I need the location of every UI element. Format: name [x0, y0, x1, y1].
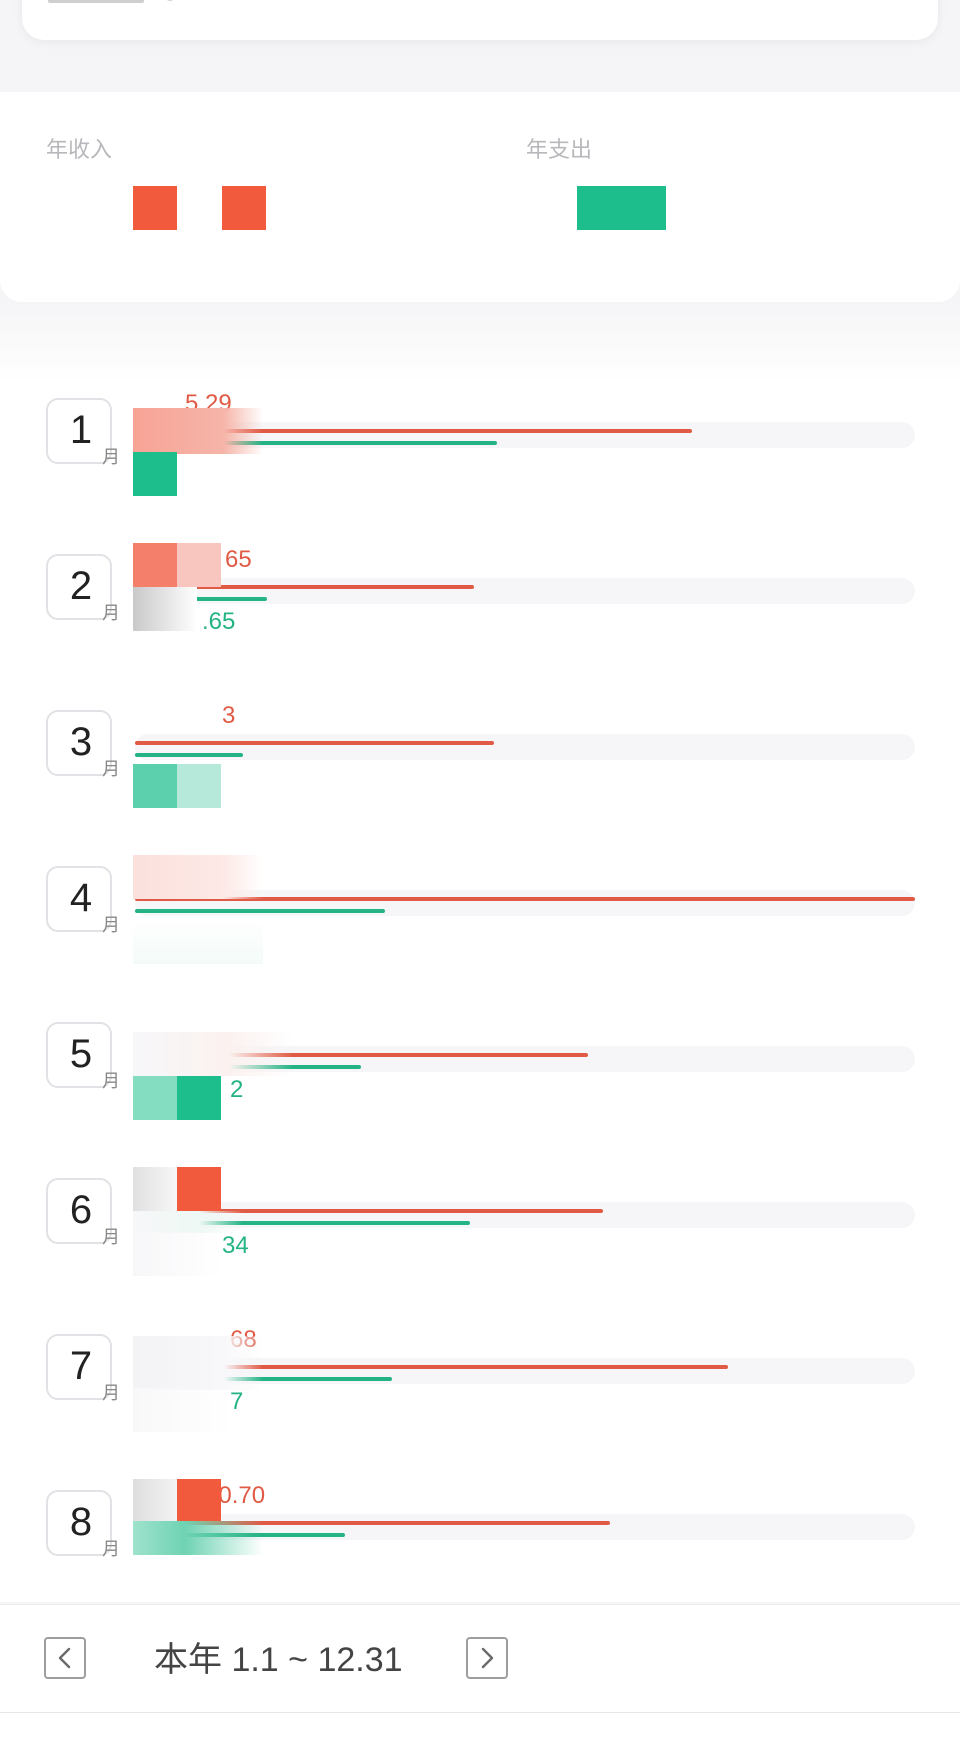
- redaction-mask: [133, 1032, 293, 1076]
- month-row[interactable]: 7 月 68 7: [0, 1238, 960, 1432]
- month-suffix: 月: [102, 759, 120, 779]
- month-row[interactable]: 6 月 34: [0, 1082, 960, 1276]
- month-number: 1: [69, 408, 93, 452]
- year-summary-panel: 年收入 年支出: [0, 92, 960, 302]
- income-bar: [135, 429, 692, 433]
- month-badge: 8 月: [46, 1490, 120, 1558]
- income-bar: [135, 897, 915, 901]
- month-number: 8: [69, 1500, 93, 1544]
- month-suffix: 月: [102, 1071, 120, 1091]
- redaction-mask: [133, 764, 177, 808]
- monthly-income-expense-list: 1 月 5.29 2 月 65 .65 3 月 3: [0, 302, 960, 1602]
- month-row[interactable]: 8 月 50.70: [0, 1394, 960, 1558]
- year-expense-value-mask: [577, 186, 666, 230]
- month-suffix: 月: [102, 603, 120, 623]
- month-row[interactable]: 4 月: [0, 770, 960, 964]
- expense-value: 7: [230, 1388, 244, 1415]
- expense-value: 34: [222, 1232, 249, 1259]
- redaction-mask: [133, 408, 263, 454]
- redaction-mask: [133, 855, 263, 899]
- income-bar: [135, 741, 494, 745]
- income-bar: [135, 1053, 588, 1057]
- month-number: 3: [69, 720, 93, 764]
- redaction-mask: [133, 1232, 223, 1276]
- year-expense-label: 年支出: [526, 137, 593, 162]
- chevron-right-icon: [481, 1647, 494, 1669]
- expense-bar: [135, 1221, 470, 1225]
- redaction-mask: [133, 1479, 177, 1523]
- income-value: 3: [222, 702, 236, 729]
- month-badge: 4 月: [46, 866, 120, 934]
- date-range-bar: 本年 1.1 ~ 12.31: [0, 1604, 960, 1713]
- redaction-mask: [133, 1167, 177, 1211]
- month-number: 2: [69, 564, 93, 608]
- redaction-mask: [133, 1521, 263, 1555]
- month-number: 6: [69, 1188, 93, 1232]
- list-top-fade: [0, 302, 960, 382]
- year-income-label: 年收入: [46, 137, 113, 162]
- income-value: 65: [225, 546, 252, 573]
- month-number: 5: [69, 1032, 93, 1076]
- month-suffix: 月: [102, 1539, 120, 1559]
- month-badge: 3 月: [46, 710, 120, 778]
- next-period-button[interactable]: [466, 1637, 508, 1679]
- redaction-mask: [177, 1167, 221, 1211]
- month-badge: 5 月: [46, 1022, 120, 1090]
- expense-bar: [135, 597, 267, 601]
- redaction-mask: [133, 587, 197, 631]
- expense-value: 2: [230, 1076, 244, 1103]
- month-badge: 6 月: [46, 1178, 120, 1246]
- bar-track: [135, 734, 915, 760]
- previous-period-button[interactable]: [44, 1637, 86, 1679]
- month-row[interactable]: 5 月 2: [0, 926, 960, 1120]
- redaction-mask: [133, 1211, 243, 1233]
- redaction-mask: [133, 1388, 233, 1432]
- chevron-left-icon: [58, 1647, 71, 1669]
- date-range-label[interactable]: 本年 1.1 ~ 12.31: [154, 1641, 403, 1679]
- income-bar: [135, 1365, 728, 1369]
- bottom-safe-area: [0, 1712, 960, 1742]
- expense-bar: [135, 441, 497, 445]
- expense-bar: [135, 753, 243, 757]
- month-suffix: 月: [102, 1227, 120, 1247]
- income-bar: [135, 1521, 610, 1525]
- expense-bar: [135, 1377, 392, 1381]
- income-bar: [135, 585, 474, 589]
- redaction-mask: [177, 1076, 221, 1120]
- month-row[interactable]: 1 月 5.29: [0, 302, 960, 496]
- redaction-mask: [133, 920, 263, 964]
- redaction-mask: [177, 543, 221, 587]
- month-number: 7: [69, 1344, 93, 1388]
- expense-bar: [135, 909, 385, 913]
- year-income-value-mask: [222, 186, 266, 230]
- month-badge: 2 月: [46, 554, 120, 622]
- month-suffix: 月: [102, 447, 120, 467]
- redaction-mask: [133, 1076, 177, 1120]
- month-badge: 7 月: [46, 1334, 120, 1402]
- card-text-fragment: [167, 0, 173, 1]
- card-thumbnail: [48, 0, 144, 3]
- expense-value: .65: [202, 608, 236, 635]
- month-row[interactable]: 3 月 3: [0, 614, 960, 808]
- redaction-mask: [133, 452, 177, 496]
- month-number: 4: [69, 876, 93, 920]
- month-badge: 1 月: [46, 398, 120, 466]
- account-card[interactable]: [22, 0, 938, 40]
- redaction-mask: [133, 1336, 263, 1390]
- income-bar: [135, 1209, 603, 1213]
- year-income-value-mask: [133, 186, 177, 230]
- redaction-mask: [177, 1479, 221, 1523]
- month-suffix: 月: [102, 1383, 120, 1403]
- month-row[interactable]: 2 月 65 .65: [0, 458, 960, 635]
- month-suffix: 月: [102, 915, 120, 935]
- redaction-mask: [133, 543, 177, 587]
- redaction-mask: [177, 764, 221, 808]
